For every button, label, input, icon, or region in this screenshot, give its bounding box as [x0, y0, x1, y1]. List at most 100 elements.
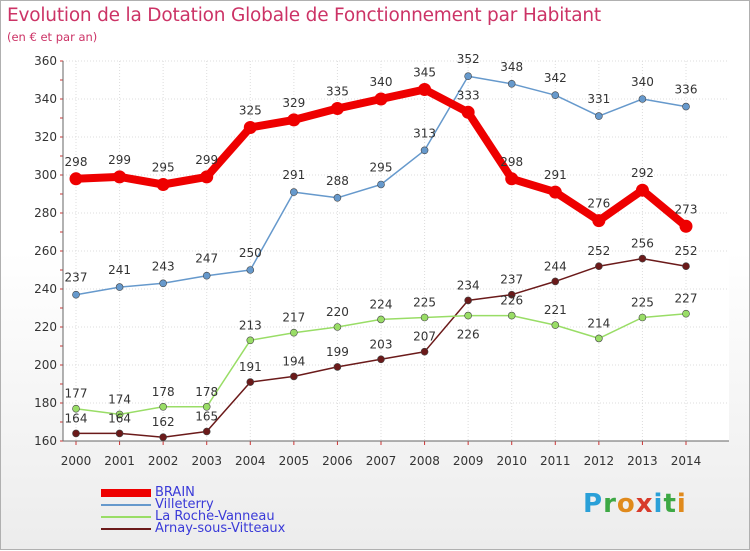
- data-point: [507, 290, 516, 299]
- data-label: 288: [326, 174, 349, 188]
- data-label: 220: [326, 305, 349, 319]
- data-point: [200, 170, 214, 184]
- y-tick-label: 200: [34, 358, 57, 372]
- data-label: 273: [675, 202, 698, 216]
- data-point: [246, 378, 255, 386]
- data-label: 237: [500, 273, 523, 287]
- data-point: [638, 95, 647, 103]
- data-label: 174: [108, 392, 131, 406]
- data-label: 291: [282, 168, 305, 182]
- data-label: 292: [631, 166, 654, 180]
- x-tick-label: 2005: [279, 454, 310, 468]
- data-point: [464, 311, 472, 320]
- data-label: 164: [65, 411, 88, 425]
- data-label: 325: [239, 104, 262, 118]
- x-tick-label: 2003: [191, 454, 222, 468]
- data-point: [595, 262, 603, 271]
- data-point: [551, 91, 560, 99]
- data-point: [202, 427, 211, 436]
- data-label: 291: [544, 168, 567, 182]
- data-label: 227: [675, 292, 698, 306]
- data-point: [290, 328, 298, 337]
- y-tick-label: 260: [34, 244, 57, 258]
- data-label: 162: [152, 415, 175, 429]
- logo-letter: r: [603, 489, 617, 519]
- logo-letter: i: [676, 489, 687, 519]
- data-label: 256: [631, 237, 654, 251]
- legend-swatch: [101, 489, 151, 497]
- legend-swatch: [101, 516, 151, 518]
- data-label: 329: [282, 96, 305, 110]
- data-point: [159, 433, 167, 442]
- proxiti-logo: Proxiti: [583, 489, 687, 519]
- data-point: [330, 102, 344, 115]
- data-point: [507, 311, 516, 320]
- data-label: 345: [413, 66, 436, 80]
- data-point: [420, 347, 429, 356]
- data-point: [377, 315, 385, 324]
- data-label: 178: [152, 385, 175, 399]
- data-label: 340: [631, 75, 654, 89]
- data-point: [420, 313, 429, 322]
- legend-swatch: [101, 528, 151, 530]
- data-point: [377, 180, 385, 189]
- y-tick-label: 280: [34, 206, 57, 220]
- y-tick-label: 220: [34, 320, 57, 334]
- data-label: 340: [370, 75, 393, 89]
- chart-title: Evolution de la Dotation Globale de Fonc…: [7, 5, 601, 26]
- data-label: 234: [457, 278, 480, 292]
- data-point: [159, 402, 167, 411]
- legend-label: La Roche-Vanneau: [155, 509, 275, 524]
- legend-label: Arnay-sous-Vitteaux: [155, 521, 286, 536]
- y-tick-label: 240: [34, 282, 57, 296]
- data-point: [682, 309, 690, 318]
- data-point: [507, 80, 516, 88]
- data-point: [72, 404, 80, 413]
- data-label: 191: [239, 360, 262, 374]
- data-label: 348: [500, 60, 523, 74]
- legend-label: Villeterry: [155, 497, 214, 512]
- data-label: 299: [108, 153, 131, 167]
- data-label: 295: [370, 161, 393, 175]
- y-tick-label: 320: [34, 130, 57, 144]
- data-label: 165: [195, 410, 218, 424]
- data-labels: 164 164 162 165 191 194 199 203 207 234 237 244 252 2…: [65, 52, 698, 429]
- data-label: 298: [500, 155, 523, 169]
- data-point: [679, 219, 693, 233]
- data-label: 250: [239, 246, 262, 260]
- data-label: 241: [108, 263, 131, 277]
- logo-letter: x: [635, 489, 654, 519]
- data-label: 336: [675, 83, 698, 97]
- data-point: [72, 290, 80, 299]
- y-tick-label: 160: [34, 434, 57, 448]
- data-label: 213: [239, 318, 262, 332]
- data-label: 194: [282, 354, 305, 368]
- data-label: 221: [544, 303, 567, 317]
- data-point: [551, 277, 560, 286]
- data-label: 178: [195, 385, 218, 399]
- data-point: [333, 194, 342, 202]
- data-label: 333: [457, 88, 480, 102]
- data-point: [287, 113, 301, 127]
- y-tick-label: 340: [34, 92, 57, 106]
- x-tick-label: 2007: [366, 454, 397, 468]
- data-point: [682, 262, 690, 271]
- data-point: [418, 83, 432, 96]
- x-tick-label: 2002: [148, 454, 179, 468]
- data-point: [333, 323, 342, 331]
- data-label: 243: [152, 259, 175, 273]
- data-label: 217: [282, 311, 305, 325]
- x-tick-label: 2012: [584, 454, 615, 468]
- data-point: [420, 146, 429, 155]
- data-point: [156, 178, 170, 191]
- data-label: 225: [631, 296, 654, 310]
- data-label: 276: [587, 197, 610, 211]
- data-label: 252: [675, 244, 698, 258]
- data-label: 295: [152, 161, 175, 175]
- data-point: [595, 112, 603, 120]
- data-point: [595, 334, 603, 343]
- data-point: [638, 313, 647, 322]
- data-label: 331: [587, 92, 610, 106]
